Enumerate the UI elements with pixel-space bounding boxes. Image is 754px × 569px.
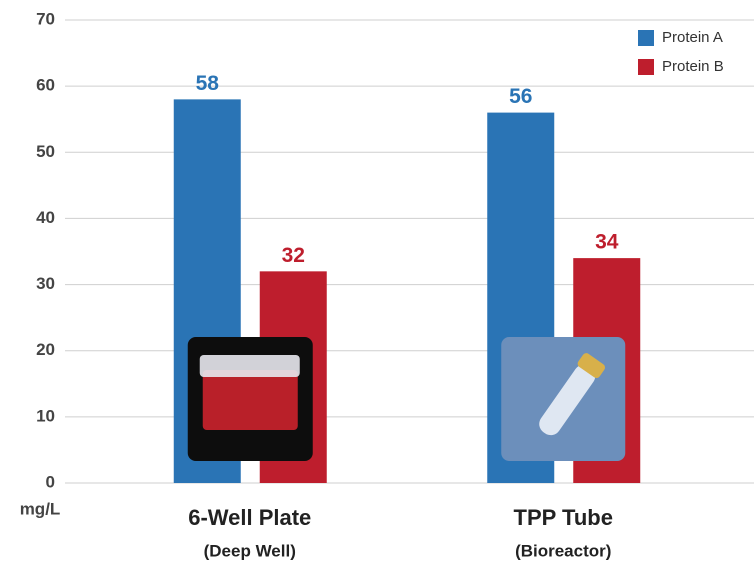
x-tick-label: TPP Tube [514, 505, 613, 530]
y-tick-label: 30 [36, 274, 55, 293]
tube-cap [577, 353, 606, 379]
product-image [501, 337, 626, 461]
y-tick-label: 0 [46, 472, 55, 491]
y-axis-unit: mg/L [20, 499, 61, 518]
y-tick-label: 40 [36, 208, 55, 227]
value-label: 34 [595, 231, 619, 254]
y-tick-label: 60 [36, 76, 55, 95]
value-label: 58 [196, 72, 220, 95]
legend-swatch [638, 30, 654, 46]
value-label: 32 [282, 244, 305, 267]
legend-label: Protein B [662, 58, 724, 75]
y-tick-label: 10 [36, 406, 55, 425]
plate-body [202, 370, 298, 430]
legend-label: Protein A [662, 29, 723, 46]
product-image [187, 337, 313, 461]
x-tick-label: 6-Well Plate [188, 505, 311, 530]
legend-swatch [638, 59, 654, 75]
y-tick-label: 70 [36, 9, 55, 28]
value-label: 56 [509, 85, 532, 108]
tube-body [539, 364, 596, 436]
y-tick-label: 50 [36, 142, 55, 161]
x-tick-sublabel: (Deep Well) [204, 541, 296, 560]
plate-top [199, 355, 300, 377]
x-tick-sublabel: (Bioreactor) [515, 541, 611, 560]
y-tick-label: 20 [36, 340, 55, 359]
